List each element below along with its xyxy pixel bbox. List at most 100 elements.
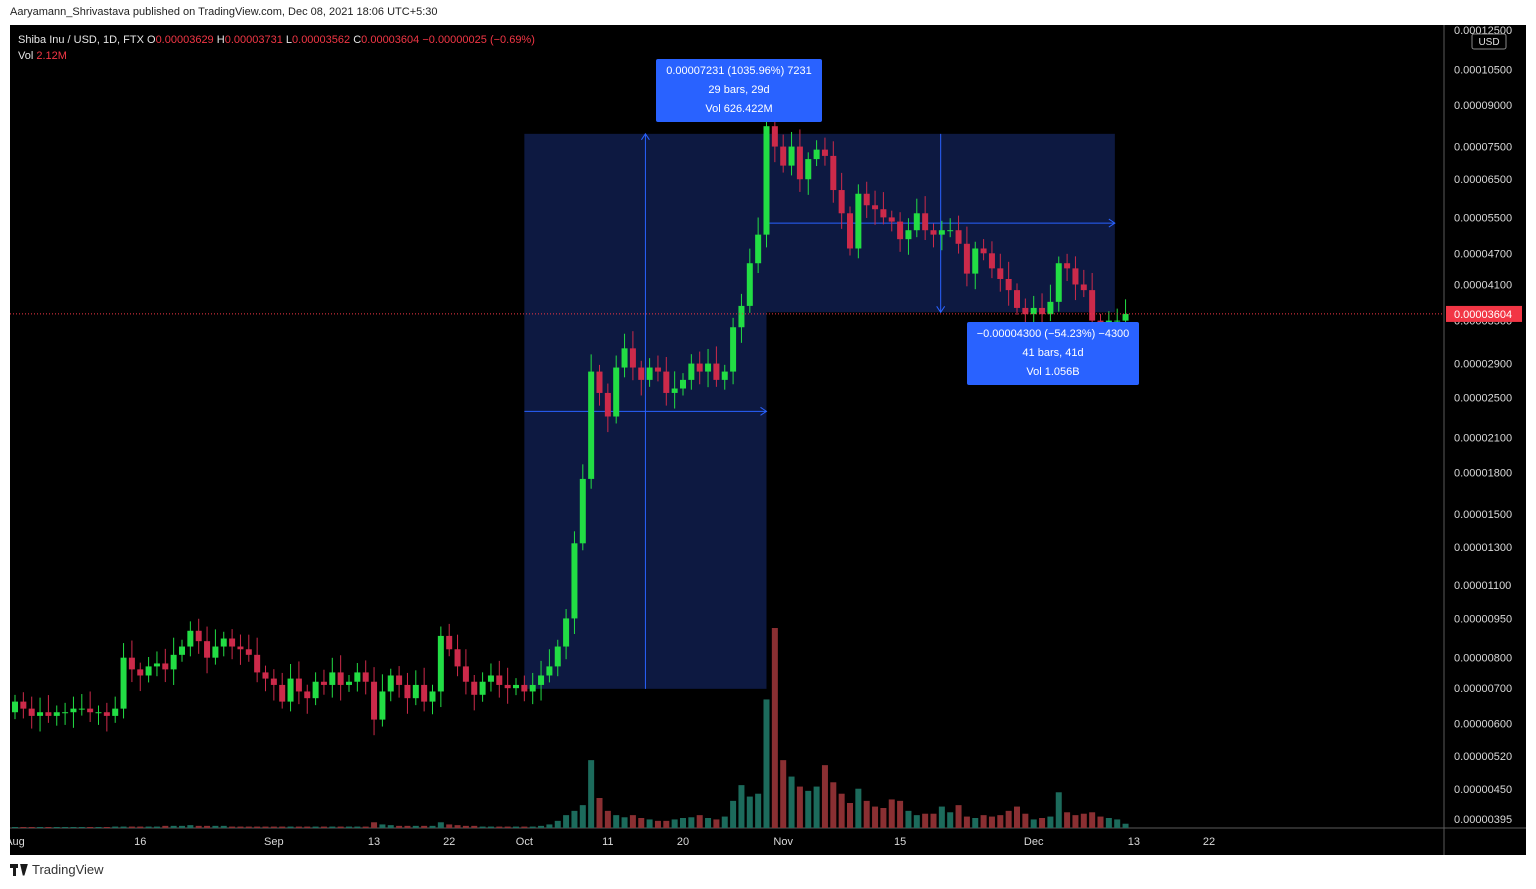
volume-bar	[755, 793, 762, 828]
y-tick-label: 0.00010500	[1454, 65, 1512, 77]
x-tick-label: 15	[894, 836, 906, 848]
candle-body	[37, 712, 44, 716]
candle-body	[796, 146, 803, 180]
volume-bar	[1122, 823, 1129, 828]
price-chart[interactable]: 0.00012500 0.00010500 0.00009000 0.00007500…	[10, 25, 1526, 855]
volume-bar	[696, 815, 703, 828]
candle-body	[955, 230, 962, 244]
volume-bar	[320, 826, 327, 828]
volume-bar	[521, 826, 528, 828]
candle-body	[153, 663, 160, 667]
volume-bar	[780, 760, 787, 828]
candle-body	[1039, 307, 1046, 315]
volume-bar	[863, 800, 870, 828]
y-tick-label: 0.00009000	[1454, 100, 1512, 112]
volume-bar	[179, 825, 185, 828]
y-tick-label: 0.00001500	[1454, 509, 1512, 521]
candle-body	[738, 305, 745, 328]
candle-body	[529, 684, 536, 692]
candle-body	[320, 681, 327, 685]
volume-bar	[721, 816, 728, 828]
volume-bar	[254, 826, 261, 828]
x-tick-label: 22	[443, 836, 455, 848]
volume-bar	[947, 812, 954, 828]
candle-body	[947, 230, 954, 232]
candle-body	[1089, 290, 1096, 321]
candle-body	[429, 691, 436, 702]
volume-bar	[195, 825, 202, 828]
volume-bar	[563, 815, 570, 828]
volume-bar	[220, 825, 227, 828]
volume-bar	[1030, 819, 1037, 828]
volume-bar	[78, 827, 85, 828]
candle-body	[646, 367, 653, 380]
volume-bar	[821, 765, 828, 828]
candle-body	[621, 348, 628, 368]
volume-bar	[980, 815, 987, 828]
candle-body	[872, 205, 879, 210]
candle-body	[897, 221, 904, 240]
measure-down-line2: 41 bars, 41d	[1022, 347, 1084, 359]
candle-body	[521, 684, 528, 692]
candle-body	[847, 213, 853, 249]
measure-down-arrow-right	[1108, 218, 1116, 228]
candle-body	[162, 663, 169, 670]
candle-body	[771, 126, 778, 147]
measure-up-line1: 0.00007231 (1035.96%) 7231	[666, 65, 812, 77]
volume-bar	[379, 824, 386, 828]
candle-body	[446, 635, 453, 650]
currency-badge	[1471, 33, 1507, 50]
candle-body	[487, 675, 494, 682]
candle-body	[888, 217, 895, 222]
candle-body	[696, 363, 703, 372]
volume-bar	[1097, 816, 1104, 828]
candle-body	[688, 363, 695, 380]
candle-body	[103, 712, 110, 716]
volume-bar	[972, 818, 979, 828]
candle-body	[212, 646, 219, 658]
y-tick-label: 0.00001800	[1454, 467, 1512, 479]
volume-bar	[955, 805, 962, 828]
candle-body	[504, 684, 511, 689]
volume-bar	[396, 825, 403, 828]
open-value: 0.00003629	[155, 34, 214, 46]
candle-body	[95, 712, 102, 714]
tradingview-footer[interactable]: TradingView	[10, 862, 104, 877]
candle-body	[922, 213, 929, 231]
candle-body	[788, 146, 795, 166]
candle-body	[195, 630, 202, 642]
y-tick-label: 0.00001300	[1454, 542, 1512, 554]
volume-bar	[471, 825, 478, 828]
volume-bar	[730, 800, 737, 828]
volume-bar	[421, 825, 428, 828]
symbol-title[interactable]: Shiba Inu / USD, 1D, FTX	[18, 34, 144, 46]
candle-body	[137, 669, 144, 676]
volume-bar	[103, 827, 110, 828]
candle-body	[279, 684, 286, 702]
x-tick-label: 16	[134, 836, 146, 848]
candle-body	[821, 149, 828, 156]
y-tick-label: 0.00012500	[1454, 25, 1512, 37]
candle-body	[571, 543, 578, 619]
volume-bar	[312, 826, 319, 828]
volume-bar	[805, 790, 812, 828]
volume-bar	[872, 806, 879, 828]
candle-body	[20, 701, 27, 709]
candle-body	[396, 675, 403, 685]
volume-bar	[629, 815, 636, 828]
candle-body	[913, 213, 920, 231]
measure-up-info: 0.00007231 (1035.96%) 7231 29 bars, 29d …	[656, 59, 822, 122]
candle-body	[629, 348, 636, 368]
volume-bar	[855, 788, 862, 828]
candle-body	[938, 230, 945, 235]
candle-body	[404, 684, 411, 699]
measure-down-line1: −0.00004300 (−54.23%) −4300	[976, 328, 1130, 340]
candle-body	[780, 146, 787, 166]
tradingview-brand: TradingView	[32, 862, 104, 877]
volume-bar	[905, 810, 912, 828]
published-line: Aaryamann_Shrivastava published on Tradi…	[10, 6, 438, 18]
candle-body	[980, 248, 987, 254]
volume-bar	[262, 826, 269, 828]
candle-body	[705, 363, 712, 372]
candle-body	[462, 666, 469, 682]
